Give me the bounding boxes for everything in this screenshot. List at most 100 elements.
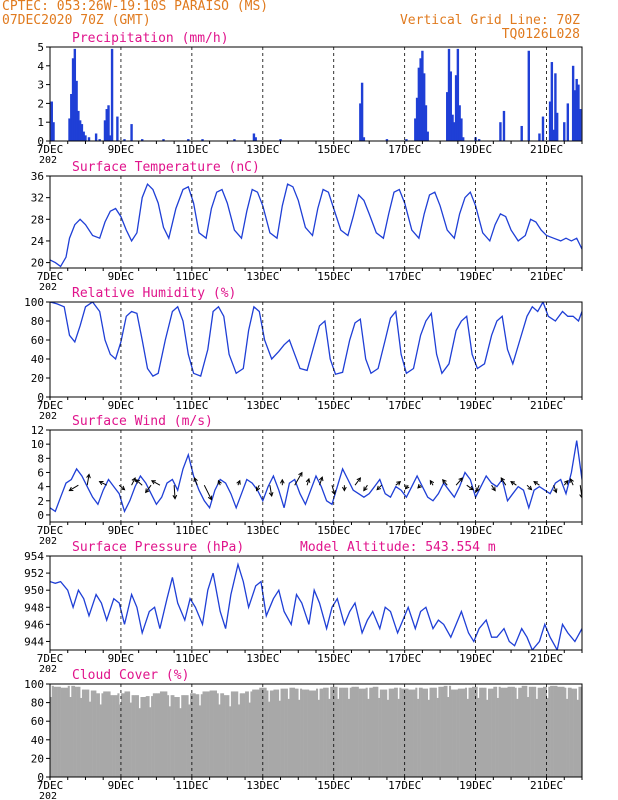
- y-tick-label: 6: [37, 466, 44, 479]
- cloud-bar: [528, 686, 531, 777]
- cloud-bar: [73, 685, 76, 777]
- cloud-bar: [555, 685, 558, 777]
- precip-bar: [50, 101, 53, 141]
- cloud-bar: [92, 690, 95, 777]
- cloud-bar: [584, 687, 586, 777]
- cloud-bar: [307, 689, 310, 777]
- precip-bar: [566, 103, 570, 141]
- x-tick-label: 11DEC: [175, 270, 208, 283]
- cloud-bar: [117, 693, 120, 777]
- cloud-bar: [388, 688, 391, 777]
- cloud-bar: [65, 687, 69, 777]
- cloud-bar: [518, 687, 521, 777]
- y-tick-label: 944: [24, 635, 44, 648]
- cloud-bar: [473, 686, 476, 777]
- cloud-bar: [317, 699, 320, 777]
- cloud-bar: [67, 685, 70, 777]
- wind-vector: [131, 477, 136, 486]
- cloud-bar: [386, 699, 390, 777]
- x-tick-label: 19DEC: [459, 399, 492, 412]
- cloud-bar: [534, 686, 537, 777]
- precip-bar: [116, 116, 119, 141]
- x-tick-label: 11DEC: [175, 652, 208, 665]
- cloud-bar: [427, 699, 430, 777]
- x-tick-label: 9DEC: [108, 779, 135, 792]
- cloud-bar: [76, 686, 79, 777]
- panel-annotation: Model Altitude: 543.554 m: [300, 540, 496, 555]
- cloud-bar: [475, 686, 478, 777]
- cloud-bar: [71, 685, 74, 777]
- x-tick-label: 21DEC: [530, 524, 563, 537]
- x-tick-label: 15DEC: [317, 779, 350, 792]
- x-tick-label: 11DEC: [175, 779, 208, 792]
- cloud-bar: [505, 687, 508, 777]
- cloud-bar: [418, 687, 421, 777]
- wind-vector: [491, 484, 496, 492]
- x-tick-label: 7DEC: [37, 779, 64, 792]
- cloud-bar: [198, 705, 202, 777]
- cloud-bar: [452, 689, 455, 777]
- y-tick-label: 32: [31, 192, 44, 205]
- cloud-bar: [206, 691, 209, 777]
- y-tick-label: 2: [37, 495, 44, 508]
- x-tick-label: 17DEC: [388, 270, 421, 283]
- cloud-bar: [89, 701, 92, 777]
- precip-bar: [162, 139, 165, 141]
- x-tick-label: 15DEC: [317, 143, 350, 156]
- cloud-bar: [535, 698, 538, 777]
- precip-bar: [421, 50, 424, 141]
- cloud-bar: [140, 697, 143, 777]
- cloud-bar: [406, 688, 409, 777]
- precip-bar: [77, 110, 80, 141]
- cloud-bar: [399, 687, 402, 777]
- cloud-bar: [69, 697, 72, 777]
- header-location: CPTEC: 053:26W-19:10S PARAISO (MS): [2, 0, 269, 14]
- cloud-bar: [381, 689, 384, 777]
- wind-series-line: [50, 440, 582, 514]
- cloud-bar: [213, 690, 216, 777]
- cloud-bar: [438, 686, 441, 777]
- panel-title: Relative Humidity (%): [72, 286, 236, 301]
- cloud-bar: [294, 688, 297, 777]
- cloud-bar: [163, 691, 166, 777]
- x-year-label: 202: [39, 411, 57, 422]
- cloud-bar: [376, 686, 379, 777]
- cloud-bar: [347, 698, 350, 777]
- x-tick-label: 15DEC: [317, 270, 350, 283]
- cloud-bar: [512, 686, 515, 777]
- x-tick-label: 19DEC: [459, 143, 492, 156]
- wind-vector: [533, 481, 540, 486]
- cloud-bar: [569, 687, 572, 777]
- cloud-bar: [404, 688, 407, 777]
- wind-vector: [500, 477, 507, 486]
- wind-vector: [475, 485, 480, 493]
- y-tick-label: 80: [31, 315, 44, 328]
- cloud-bar: [521, 685, 524, 777]
- cloud-bar: [331, 686, 335, 777]
- precip-bar: [541, 116, 545, 141]
- wind-vector: [455, 477, 464, 486]
- x-year-label: 202: [39, 536, 57, 547]
- cloud-bar: [248, 702, 251, 777]
- cloud-bar: [424, 688, 427, 777]
- panel-precip: 0 1 2 3 4 5 7DEC 9DEC 11DEC 13DEC 15DEC 17DEC 19DEC 2…: [37, 31, 583, 166]
- cloud-bar: [340, 687, 343, 777]
- wind-vector: [172, 485, 178, 500]
- wind-vector: [363, 484, 368, 492]
- cloud-bar: [120, 693, 124, 777]
- cloud-bar: [530, 686, 533, 777]
- cloud-bar: [580, 686, 582, 777]
- cloud-bar: [193, 693, 196, 777]
- cloud-bar: [106, 691, 109, 777]
- x-year-label: 202: [39, 664, 57, 675]
- cloud-bar: [370, 687, 374, 777]
- precip-bar: [68, 118, 71, 141]
- x-tick-label: 13DEC: [246, 652, 279, 665]
- cloud-bar: [216, 693, 219, 777]
- cloud-bar: [55, 686, 58, 777]
- cloud-bar: [177, 697, 180, 777]
- wind-vector: [236, 479, 241, 486]
- cloud-bar: [90, 690, 93, 777]
- cloud-bar: [83, 689, 86, 777]
